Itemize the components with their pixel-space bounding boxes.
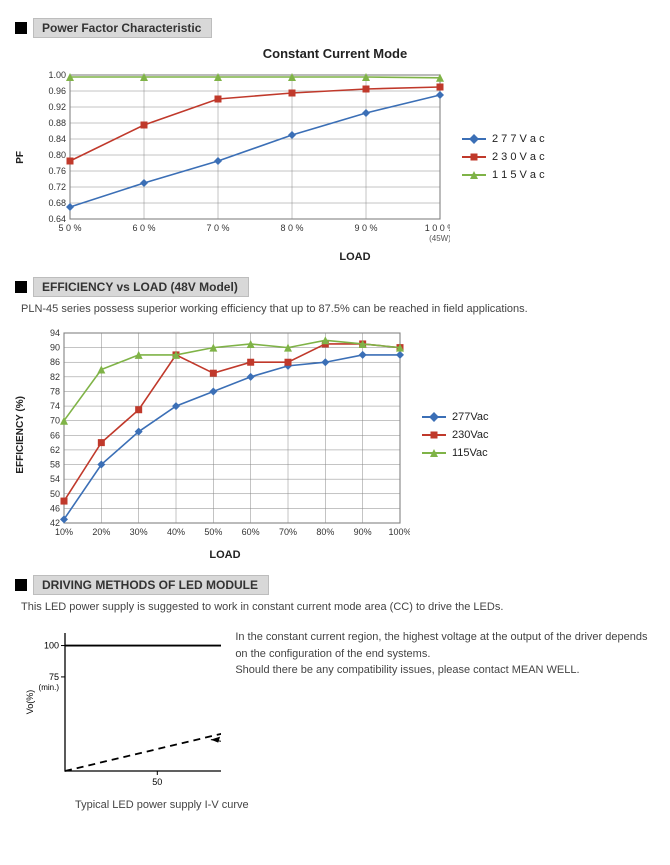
legend-label: 2 3 0 V a c (492, 151, 545, 163)
svg-text:7 0 %: 7 0 % (206, 223, 229, 233)
pf-chart: Constant Current Mode PF 0.640.680.720.7… (15, 46, 655, 263)
iv-diagram-row: 75100(min.)50100Vo(%)Io (%)ConstantCurre… (15, 623, 655, 793)
svg-text:66: 66 (50, 430, 60, 440)
eff-legend: 277Vac 230Vac 115Vac (422, 405, 489, 465)
svg-text:9 0 %: 9 0 % (354, 223, 377, 233)
svg-text:50: 50 (50, 489, 60, 499)
section-title-eff: EFFICIENCY vs LOAD (48V Model) (33, 277, 249, 297)
pf-chart-title: Constant Current Mode (15, 46, 655, 61)
svg-text:70%: 70% (279, 527, 297, 537)
header-bullet (15, 579, 27, 591)
svg-text:82: 82 (50, 372, 60, 382)
legend-label: 115Vac (452, 447, 488, 459)
svg-text:70: 70 (50, 416, 60, 426)
svg-text:1.00: 1.00 (48, 70, 66, 80)
eff-chart: EFFICIENCY (%) 4246505458626670747882869… (15, 325, 655, 561)
pf-chart-svg: 0.640.680.720.760.800.840.880.920.961.00… (30, 67, 450, 247)
svg-text:46: 46 (50, 503, 60, 513)
eff-chart-svg: 424650545862667074788286909410%20%30%40%… (30, 325, 410, 545)
svg-text:50: 50 (152, 777, 162, 787)
svg-text:8 0 %: 8 0 % (280, 223, 303, 233)
legend-item-115Vac: 115Vac (422, 447, 489, 459)
drive-note: This LED power supply is suggested to wo… (21, 601, 655, 613)
legend-item-277Vac: 2 7 7 V a c (462, 133, 545, 145)
legend-item-230Vac: 2 3 0 V a c (462, 151, 545, 163)
section-title-drive: DRIVING METHODS OF LED MODULE (33, 575, 269, 595)
svg-text:1 0 0 %: 1 0 0 % (425, 223, 450, 233)
iv-text-2: Should there be any compatibility issues… (235, 662, 655, 679)
svg-text:58: 58 (50, 460, 60, 470)
svg-text:0.92: 0.92 (48, 102, 66, 112)
svg-text:6 0 %: 6 0 % (132, 223, 155, 233)
section-header-eff: EFFICIENCY vs LOAD (48V Model) (15, 277, 655, 297)
svg-text:0.68: 0.68 (48, 198, 66, 208)
svg-text:90%: 90% (354, 527, 372, 537)
pf-legend: 2 7 7 V a c 2 3 0 V a c 1 1 5 V a c (462, 127, 545, 187)
svg-text:0.84: 0.84 (48, 134, 66, 144)
legend-label: 277Vac (452, 411, 489, 423)
iv-text-1: In the constant current region, the high… (235, 629, 655, 662)
svg-text:0.76: 0.76 (48, 166, 66, 176)
svg-text:20%: 20% (92, 527, 110, 537)
svg-text:Vo(%): Vo(%) (25, 690, 35, 715)
svg-text:54: 54 (50, 474, 60, 484)
section-header-drive: DRIVING METHODS OF LED MODULE (15, 575, 655, 595)
svg-text:100: 100 (44, 641, 59, 651)
svg-text:90: 90 (50, 343, 60, 353)
svg-text:0.96: 0.96 (48, 86, 66, 96)
svg-text:30%: 30% (130, 527, 148, 537)
section-title-pf: Power Factor Characteristic (33, 18, 212, 38)
svg-text:0.72: 0.72 (48, 182, 66, 192)
iv-caption: Typical LED power supply I-V curve (75, 799, 655, 811)
svg-text:100%: 100% (388, 527, 410, 537)
eff-y-label: EFFICIENCY (%) (15, 396, 26, 474)
pf-x-label: LOAD (55, 251, 655, 263)
pf-y-label: PF (15, 151, 26, 164)
svg-text:94: 94 (50, 328, 60, 338)
legend-label: 2 7 7 V a c (492, 133, 545, 145)
svg-text:5 0 %: 5 0 % (58, 223, 81, 233)
svg-text:10%: 10% (55, 527, 73, 537)
legend-label: 230Vac (452, 429, 489, 441)
svg-text:78: 78 (50, 386, 60, 396)
eff-note: PLN-45 series possess superior working e… (21, 303, 655, 315)
header-bullet (15, 22, 27, 34)
svg-text:0.80: 0.80 (48, 150, 66, 160)
svg-text:0.88: 0.88 (48, 118, 66, 128)
iv-diagram-svg: 75100(min.)50100Vo(%)Io (%)ConstantCurre… (15, 623, 221, 793)
svg-text:50%: 50% (204, 527, 222, 537)
legend-item-115Vac: 1 1 5 V a c (462, 169, 545, 181)
svg-text:(min.): (min.) (39, 683, 60, 692)
legend-item-277Vac: 277Vac (422, 411, 489, 423)
svg-text:74: 74 (50, 401, 60, 411)
svg-text:75: 75 (49, 672, 59, 682)
iv-side-text: In the constant current region, the high… (235, 629, 655, 679)
header-bullet (15, 281, 27, 293)
legend-item-230Vac: 230Vac (422, 429, 489, 441)
legend-label: 1 1 5 V a c (492, 169, 545, 181)
svg-text:62: 62 (50, 445, 60, 455)
svg-text:60%: 60% (242, 527, 260, 537)
svg-text:40%: 40% (167, 527, 185, 537)
svg-text:(45W): (45W) (429, 234, 450, 243)
svg-text:80%: 80% (316, 527, 334, 537)
svg-text:86: 86 (50, 357, 60, 367)
eff-x-label: LOAD (55, 549, 395, 561)
section-header-pf: Power Factor Characteristic (15, 18, 655, 38)
